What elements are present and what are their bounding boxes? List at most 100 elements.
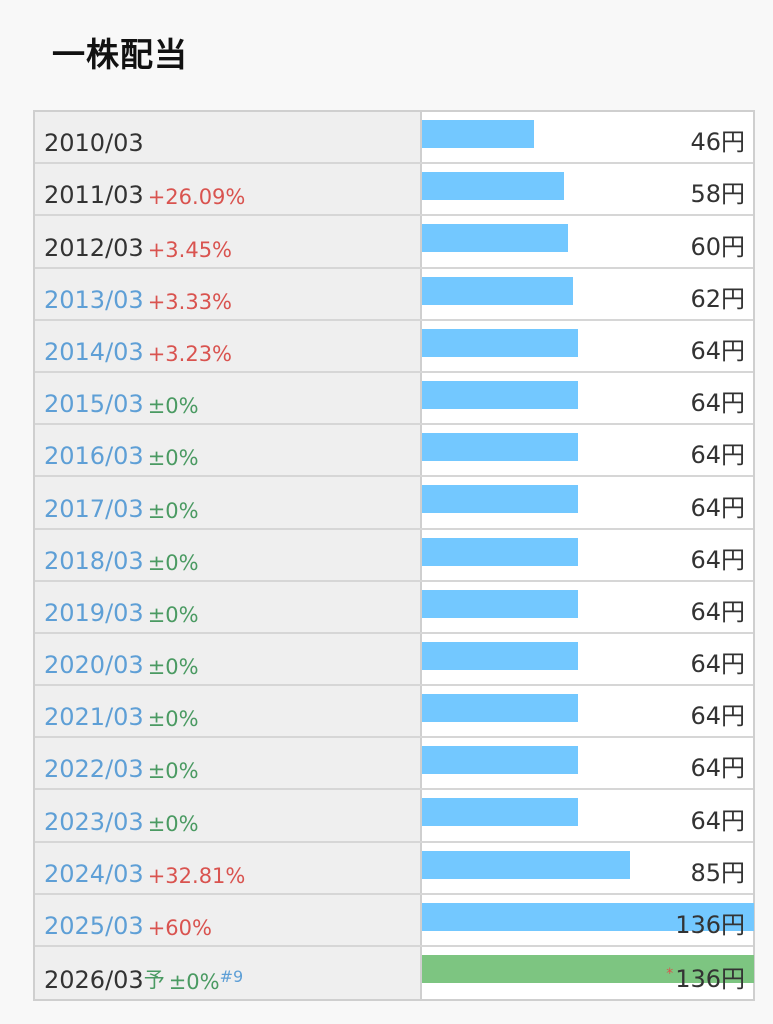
bar-cell: 64円 bbox=[422, 581, 753, 632]
year-cell: 2018/03 ±0% bbox=[35, 529, 422, 580]
table-row: 2021/03 ±0% 64円 bbox=[35, 686, 753, 739]
value-text: 136円 bbox=[675, 911, 745, 939]
year-link[interactable]: 2013/03 bbox=[44, 285, 144, 314]
bar-cell: 64円 bbox=[422, 738, 753, 789]
value-label: 64円 bbox=[690, 696, 745, 731]
value-label: 85円 bbox=[690, 853, 745, 888]
table-row: 2016/03 ±0% 64円 bbox=[35, 425, 753, 478]
year-link[interactable]: 2024/03 bbox=[44, 859, 144, 888]
year-cell: 2020/03 ±0% bbox=[35, 633, 422, 685]
value-label: 64円 bbox=[690, 331, 745, 366]
value-text: 64円 bbox=[690, 806, 745, 835]
year-link[interactable]: 2020/03 bbox=[44, 651, 144, 680]
value-text: 62円 bbox=[690, 284, 745, 313]
year-link[interactable]: 2014/03 bbox=[44, 337, 144, 366]
value-text: 64円 bbox=[690, 545, 745, 574]
table-row: 2023/03 ±0% 64円 bbox=[35, 790, 753, 843]
table-row: 2013/03 +3.33% 62円 bbox=[35, 268, 753, 321]
year-label: 2011/03 bbox=[44, 181, 144, 210]
year-link[interactable]: 2019/03 bbox=[44, 598, 144, 627]
change-label: ±0% bbox=[147, 707, 199, 732]
value-text: 64円 bbox=[690, 336, 745, 365]
table-row: 2018/03 ±0% 64円 bbox=[35, 529, 753, 582]
forecast-mark: 予 bbox=[143, 968, 165, 993]
value-label: *136円 bbox=[666, 959, 745, 994]
value-label: 64円 bbox=[690, 488, 745, 523]
change-label: +26.09% bbox=[147, 185, 246, 210]
dividend-bar bbox=[422, 433, 578, 462]
dividend-bar bbox=[422, 850, 630, 879]
value-label: 46円 bbox=[690, 122, 745, 157]
value-text: 64円 bbox=[690, 754, 745, 783]
table-row: 2012/03 +3.45% 60円 bbox=[35, 216, 753, 269]
year-link[interactable]: 2025/03 bbox=[44, 912, 144, 940]
dividend-bar bbox=[422, 902, 754, 931]
change-label: ±0% bbox=[147, 602, 199, 627]
bar-cell: 136円 bbox=[422, 894, 754, 945]
dividend-bar bbox=[422, 224, 568, 253]
dividend-bar bbox=[422, 746, 578, 775]
value-text: 85円 bbox=[690, 858, 745, 887]
table-row: 2024/03 +32.81% 85円 bbox=[35, 842, 753, 895]
bar-cell: 64円 bbox=[422, 320, 753, 371]
year-link[interactable]: 2018/03 bbox=[44, 546, 144, 575]
year-cell: 2011/03 +26.09% bbox=[35, 164, 422, 215]
year-link[interactable]: 2016/03 bbox=[44, 442, 144, 471]
year-cell: 2026/03 予 ±0% #9 bbox=[35, 947, 422, 1000]
change-label: +60% bbox=[147, 916, 212, 940]
dividend-bar bbox=[422, 537, 578, 566]
year-cell: 2017/03 ±0% bbox=[35, 477, 422, 528]
dividend-table: 2010/03 46円 2011/03 +26.09% 58円 2012/03 +3.45%… bbox=[33, 110, 755, 1002]
change-label: ±0% bbox=[168, 970, 220, 995]
dividend-bar bbox=[422, 328, 578, 357]
table-row: 2010/03 46円 bbox=[35, 112, 753, 165]
bar-cell: 46円 bbox=[422, 112, 753, 163]
value-text: 64円 bbox=[690, 597, 745, 626]
note-link[interactable]: #9 bbox=[219, 967, 244, 987]
year-link[interactable]: 2017/03 bbox=[44, 494, 144, 523]
year-link[interactable]: 2021/03 bbox=[44, 703, 144, 732]
value-label: 136円 bbox=[675, 905, 745, 940]
year-cell: 2021/03 ±0% bbox=[35, 686, 422, 737]
change-label: +3.23% bbox=[147, 341, 233, 366]
change-label: +3.45% bbox=[147, 237, 233, 262]
bar-cell: 64円 bbox=[422, 633, 753, 685]
table-row: 2017/03 ±0% 64円 bbox=[35, 477, 753, 530]
table-row: 2026/03 予 ±0% #9 *136円 bbox=[35, 947, 754, 1000]
table-row: 2019/03 ±0% 64円 bbox=[35, 581, 753, 634]
bar-cell: 60円 bbox=[422, 216, 753, 267]
value-label: 64円 bbox=[690, 435, 745, 470]
asterisk-mark: * bbox=[666, 966, 674, 983]
table-row: 2022/03 ±0% 64円 bbox=[35, 738, 753, 791]
bar-cell: 64円 bbox=[422, 790, 753, 841]
change-label: ±0% bbox=[147, 498, 199, 523]
bar-cell: 58円 bbox=[422, 164, 753, 215]
dividend-bar bbox=[422, 694, 578, 723]
bar-cell: 64円 bbox=[422, 477, 753, 528]
year-cell: 2016/03 ±0% bbox=[35, 425, 422, 476]
year-link[interactable]: 2023/03 bbox=[44, 807, 144, 836]
bar-cell: 64円 bbox=[422, 425, 753, 476]
dividend-bar bbox=[422, 380, 578, 409]
bar-cell: 64円 bbox=[422, 372, 753, 424]
value-text: 64円 bbox=[690, 389, 745, 418]
change-label: ±0% bbox=[147, 655, 199, 680]
dividend-bar bbox=[422, 485, 578, 514]
value-label: 64円 bbox=[690, 801, 745, 836]
value-text: 64円 bbox=[690, 650, 745, 679]
year-link[interactable]: 2015/03 bbox=[44, 390, 144, 419]
table-row: 2025/03 +60% 136円 bbox=[35, 894, 754, 947]
year-cell: 2010/03 bbox=[35, 112, 422, 163]
value-label: 64円 bbox=[690, 383, 745, 418]
value-label: 64円 bbox=[690, 592, 745, 627]
table-row: 2014/03 +3.23% 64円 bbox=[35, 320, 753, 373]
value-text: 60円 bbox=[690, 232, 745, 261]
bar-cell: 62円 bbox=[422, 268, 753, 319]
year-link[interactable]: 2022/03 bbox=[44, 755, 144, 784]
year-cell: 2015/03 ±0% bbox=[35, 372, 422, 424]
year-label: 2012/03 bbox=[44, 233, 144, 262]
value-label: 60円 bbox=[690, 227, 745, 262]
table-row: 2020/03 ±0% 64円 bbox=[35, 633, 753, 687]
year-label: 2010/03 bbox=[44, 129, 144, 158]
bar-cell: 85円 bbox=[422, 842, 753, 893]
